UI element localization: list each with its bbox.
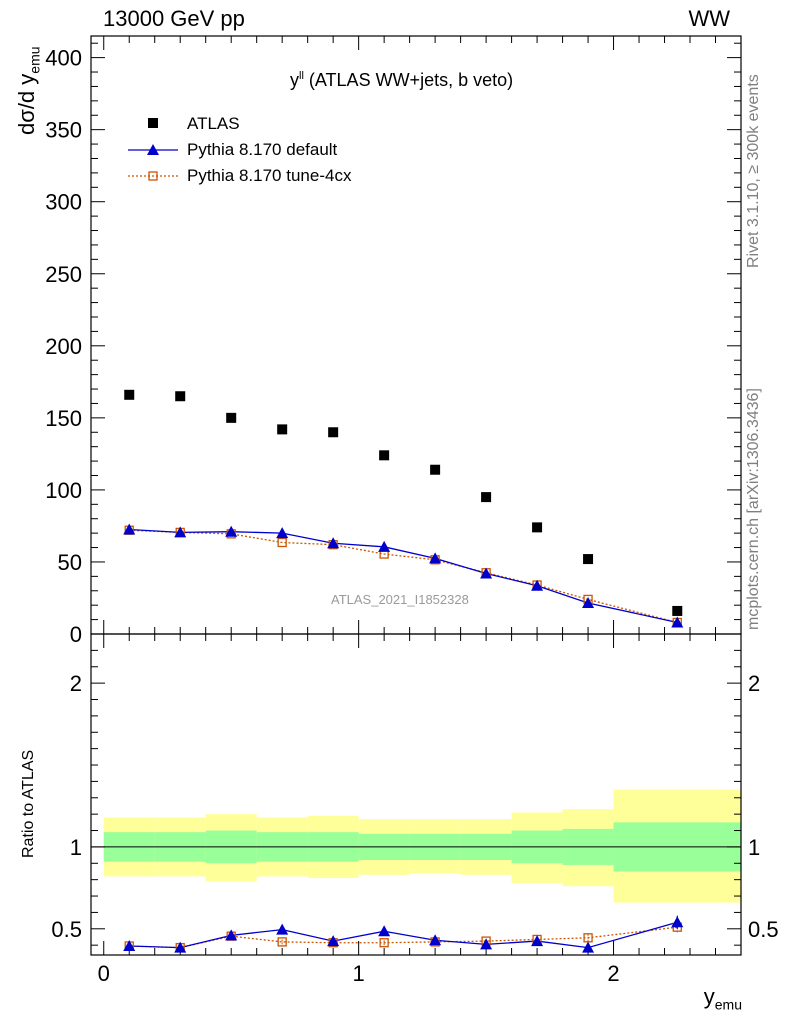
atlas-data-point bbox=[430, 464, 441, 475]
default-point bbox=[225, 525, 238, 537]
ratio-default-point bbox=[582, 941, 595, 953]
y-tick-label: 0 bbox=[70, 622, 82, 647]
x-tick-label: 2 bbox=[607, 961, 619, 986]
tune-4cx-point bbox=[277, 537, 287, 548]
ratio-default-point bbox=[123, 939, 136, 951]
x-tick-label: 1 bbox=[353, 961, 365, 986]
y-tick-label: 50 bbox=[58, 550, 82, 575]
legend-marker-default bbox=[147, 144, 159, 155]
default-point bbox=[480, 567, 493, 579]
ratio-tune-4cx-line bbox=[129, 926, 678, 949]
default-point bbox=[174, 526, 187, 538]
y-tick-label: 200 bbox=[45, 334, 82, 359]
ratio-y-tick-label: 1 bbox=[748, 835, 760, 860]
ratio-default-point bbox=[429, 934, 442, 946]
atlas-data-point bbox=[175, 391, 186, 402]
ratio-default-line bbox=[129, 921, 678, 949]
legend-label-atlas: ATLAS bbox=[187, 114, 240, 133]
tune-4cx-line bbox=[129, 529, 678, 624]
ratio-default-point bbox=[327, 935, 340, 947]
y-tick-label: 150 bbox=[45, 406, 82, 431]
ratio-tune-4cx-point bbox=[277, 937, 287, 947]
atlas-data-point bbox=[481, 492, 492, 503]
ratio-default-point bbox=[480, 938, 493, 950]
ratio-plot-frame bbox=[90, 633, 742, 956]
atlas-data-point bbox=[532, 522, 543, 533]
ratio-default-point bbox=[276, 923, 289, 935]
ratio-y-tick-label: 2 bbox=[748, 671, 760, 696]
atlas-data-point bbox=[277, 424, 288, 435]
main-y-axis-label: dσ/d yemu bbox=[14, 46, 43, 135]
process-label: WW bbox=[688, 6, 730, 31]
atlas-data-point bbox=[328, 427, 339, 438]
x-tick-label: 0 bbox=[98, 961, 110, 986]
legend-marker-atlas bbox=[148, 118, 158, 128]
default-point bbox=[276, 527, 289, 539]
y-tick-label: 250 bbox=[45, 262, 82, 287]
legend-label-tune: Pythia 8.170 tune-4cx bbox=[187, 166, 352, 185]
atlas-data-point bbox=[124, 389, 135, 400]
default-point bbox=[378, 540, 391, 552]
ratio-default-point bbox=[531, 935, 544, 947]
atlas-data-point bbox=[379, 450, 390, 461]
ratio-tune-4cx-point bbox=[379, 938, 389, 948]
ratio-default-point bbox=[225, 929, 238, 941]
rivet-version-label: Rivet 3.1.10, ≥ 300k events bbox=[745, 74, 762, 268]
legend-label-default: Pythia 8.170 default bbox=[187, 140, 338, 159]
ratio-y-tick-label: 0.5 bbox=[51, 917, 82, 942]
atlas-data-point bbox=[583, 554, 594, 565]
mcplots-label: mcplots.cern.ch [arXiv:1306.3436] bbox=[745, 388, 762, 630]
plot-title: yll (ATLAS WW+jets, b veto) bbox=[290, 70, 514, 90]
energy-label: 13000 GeV pp bbox=[103, 6, 245, 31]
ratio-default-point bbox=[378, 925, 391, 937]
atlas-data-point bbox=[226, 412, 237, 423]
ratio-y-axis-label: Ratio to ATLAS bbox=[20, 749, 37, 858]
ratio-default-point bbox=[174, 941, 187, 953]
default-point bbox=[327, 537, 340, 549]
y-tick-label: 100 bbox=[45, 478, 82, 503]
default-point bbox=[531, 579, 544, 591]
atlas-data-point bbox=[672, 605, 683, 616]
ratio-y-tick-label: 0.5 bbox=[748, 917, 779, 942]
x-axis-label: yemu bbox=[703, 984, 742, 1013]
legend-marker-tune bbox=[148, 171, 158, 181]
default-line bbox=[129, 528, 678, 624]
default-point bbox=[123, 523, 136, 535]
y-tick-label: 350 bbox=[45, 118, 82, 143]
default-point bbox=[582, 597, 595, 609]
default-point bbox=[429, 552, 442, 564]
y-tick-label: 400 bbox=[45, 46, 82, 71]
ratio-y-tick-label: 1 bbox=[70, 835, 82, 860]
default-point bbox=[671, 616, 684, 628]
y-tick-label: 300 bbox=[45, 190, 82, 215]
ratio-y-tick-label: 2 bbox=[70, 671, 82, 696]
ratio-default-point bbox=[671, 916, 684, 928]
analysis-watermark: ATLAS_2021_I1852328 bbox=[331, 592, 469, 607]
